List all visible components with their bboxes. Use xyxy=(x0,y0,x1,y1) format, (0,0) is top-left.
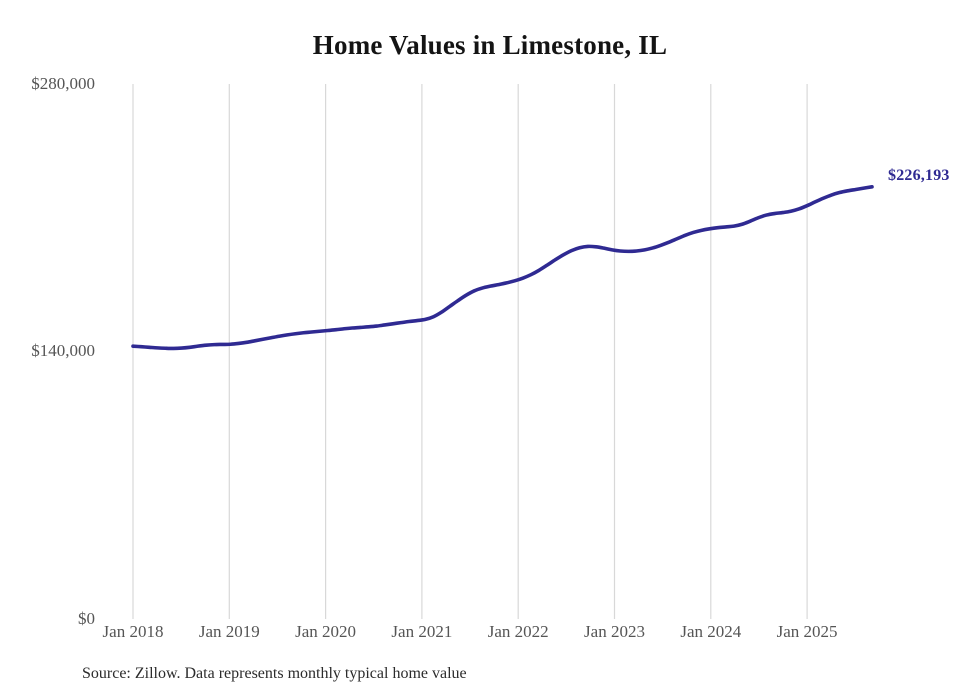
source-note: Source: Zillow. Data represents monthly … xyxy=(82,665,467,682)
x-axis-tick-label: Jan 2025 xyxy=(776,622,838,641)
y-axis-tick-label-mid: $140,000 xyxy=(31,341,95,360)
x-axis-tick-label: Jan 2021 xyxy=(391,622,453,641)
y-axis-tick-label-zero: $0 xyxy=(78,609,95,628)
x-axis-tick-label: Jan 2024 xyxy=(680,622,742,641)
x-axis-tick-label: Jan 2019 xyxy=(198,622,260,641)
chart-title: Home Values in Limestone, IL xyxy=(312,30,668,60)
x-axis-tick-label: Jan 2018 xyxy=(102,622,164,641)
gridlines-group xyxy=(132,84,808,619)
home-value-line-series xyxy=(131,185,874,351)
y-axis-tick-label-top: $280,000 xyxy=(31,74,95,93)
end-value-annotation: $226,193 xyxy=(888,166,950,184)
x-axis-tick-label: Jan 2020 xyxy=(295,622,357,641)
x-axis-tick-label: Jan 2022 xyxy=(487,622,549,641)
x-axis-tick-label: Jan 2023 xyxy=(584,622,645,641)
